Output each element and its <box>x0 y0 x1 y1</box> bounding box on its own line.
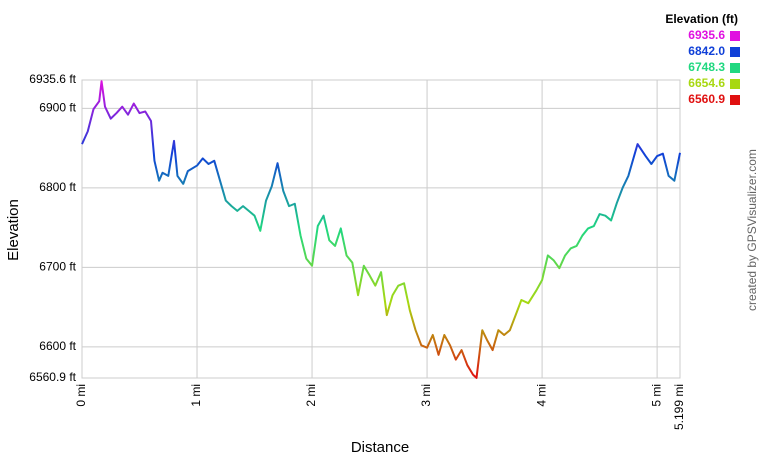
legend-swatch <box>730 31 740 41</box>
y-tick-label: 6900 ft <box>39 100 76 114</box>
legend-swatch <box>730 79 740 89</box>
y-tick-label: 6700 ft <box>39 260 76 274</box>
x-tick-label: 2 mi <box>304 384 318 407</box>
legend-title: Elevation (ft) <box>665 12 738 26</box>
legend-swatch <box>730 95 740 105</box>
credit: created by GPSVisualizer.com <box>745 149 759 311</box>
legend-label: 6935.6 <box>688 28 725 42</box>
x-tick-label: 3 mi <box>419 384 433 407</box>
x-tick-label: 1 mi <box>189 384 203 407</box>
y-tick-label: 6800 ft <box>39 180 76 194</box>
x-tick-label: 0 mi <box>74 384 88 407</box>
plot-area <box>81 79 681 379</box>
legend-label: 6842.0 <box>688 44 725 58</box>
legend-label: 6748.3 <box>688 60 725 74</box>
elevation-line <box>81 80 681 379</box>
x-axis-title: Distance <box>351 439 409 456</box>
y-tick-label: 6600 ft <box>39 339 76 353</box>
x-tick-label: 4 mi <box>534 384 548 407</box>
legend-swatch <box>730 63 740 73</box>
legend-swatch <box>730 47 740 57</box>
x-tick-label: 5.199 mi <box>672 384 686 430</box>
y-tick-label: 6560.9 ft <box>29 370 76 384</box>
legend-label: 6654.6 <box>688 76 725 90</box>
x-tick-label: 5 mi <box>649 384 663 407</box>
y-axis-title: Elevation <box>5 199 22 261</box>
y-tick-label: 6935.6 ft <box>29 72 76 86</box>
legend-label: 6560.9 <box>688 92 725 106</box>
